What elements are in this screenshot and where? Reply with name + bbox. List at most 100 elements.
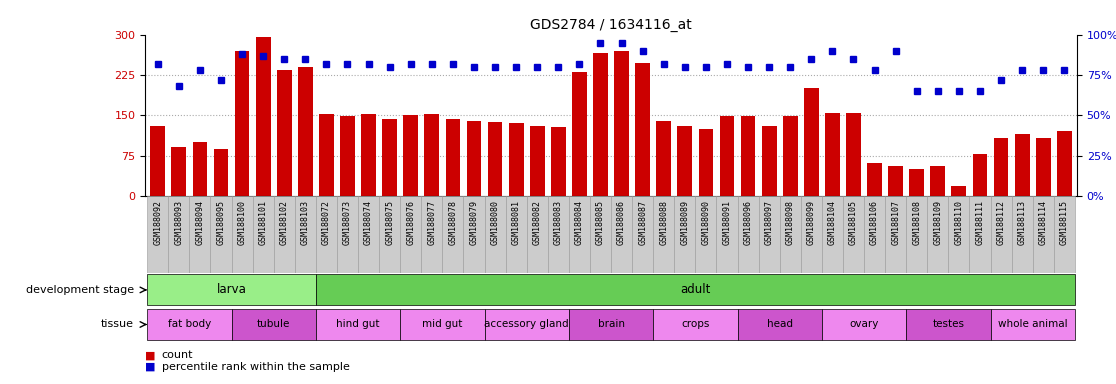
Text: tissue: tissue: [100, 319, 134, 329]
Bar: [234, 51, 250, 196]
Text: GSM188111: GSM188111: [975, 200, 984, 245]
Bar: [316, 196, 337, 273]
Text: GSM188113: GSM188113: [1018, 200, 1027, 245]
Text: tubule: tubule: [257, 319, 290, 329]
Bar: [991, 309, 1075, 340]
Bar: [319, 114, 334, 196]
Text: GSM188084: GSM188084: [575, 200, 584, 245]
Bar: [277, 70, 291, 196]
Bar: [509, 123, 523, 196]
Bar: [762, 126, 777, 196]
Text: mid gut: mid gut: [422, 319, 462, 329]
Bar: [738, 309, 821, 340]
Bar: [379, 196, 401, 273]
Text: GSM188078: GSM188078: [449, 200, 458, 245]
Text: GSM188080: GSM188080: [491, 200, 500, 245]
Bar: [991, 196, 1011, 273]
Text: head: head: [767, 319, 792, 329]
Text: whole animal: whole animal: [998, 319, 1068, 329]
Text: ■: ■: [145, 362, 155, 372]
Title: GDS2784 / 1634116_at: GDS2784 / 1634116_at: [530, 18, 692, 32]
Text: GSM188072: GSM188072: [321, 200, 330, 245]
Bar: [190, 196, 211, 273]
Text: GSM188073: GSM188073: [343, 200, 352, 245]
Bar: [316, 309, 401, 340]
Bar: [906, 309, 991, 340]
Text: adult: adult: [680, 283, 711, 296]
Text: brain: brain: [597, 319, 625, 329]
Bar: [888, 166, 903, 196]
Bar: [147, 274, 316, 306]
Bar: [695, 196, 716, 273]
Bar: [169, 196, 190, 273]
Bar: [1036, 138, 1050, 196]
Text: GSM188099: GSM188099: [807, 200, 816, 245]
Bar: [573, 72, 587, 196]
Bar: [383, 119, 397, 196]
Bar: [358, 196, 379, 273]
Bar: [463, 196, 484, 273]
Text: GSM188089: GSM188089: [681, 200, 690, 245]
Bar: [614, 51, 629, 196]
Bar: [716, 196, 738, 273]
Bar: [885, 196, 906, 273]
Bar: [569, 196, 590, 273]
Text: hind gut: hind gut: [336, 319, 379, 329]
Bar: [635, 63, 650, 196]
Text: development stage: development stage: [26, 285, 134, 295]
Text: percentile rank within the sample: percentile rank within the sample: [162, 362, 349, 372]
Bar: [147, 196, 169, 273]
Bar: [530, 126, 545, 196]
Text: GSM188096: GSM188096: [743, 200, 752, 245]
Text: GSM188081: GSM188081: [511, 200, 521, 245]
Bar: [1057, 131, 1071, 196]
Text: GSM188098: GSM188098: [786, 200, 795, 245]
Bar: [846, 113, 860, 196]
Text: crops: crops: [681, 319, 710, 329]
Bar: [193, 142, 208, 196]
Bar: [362, 114, 376, 196]
Bar: [590, 196, 612, 273]
Bar: [821, 196, 843, 273]
Text: GSM188082: GSM188082: [532, 200, 541, 245]
Bar: [527, 196, 548, 273]
Text: GSM188104: GSM188104: [828, 200, 837, 245]
Bar: [720, 116, 734, 196]
Text: GSM188085: GSM188085: [596, 200, 605, 245]
Text: GSM188109: GSM188109: [933, 200, 942, 245]
Bar: [653, 309, 738, 340]
Text: GSM188079: GSM188079: [470, 200, 479, 245]
Text: testes: testes: [932, 319, 964, 329]
Bar: [906, 196, 927, 273]
Bar: [295, 196, 316, 273]
Bar: [551, 127, 566, 196]
Bar: [1014, 134, 1029, 196]
Bar: [231, 309, 316, 340]
Bar: [445, 119, 460, 196]
Bar: [632, 196, 653, 273]
Bar: [252, 196, 273, 273]
Text: GSM188090: GSM188090: [701, 200, 711, 245]
Bar: [337, 196, 358, 273]
Text: fat body: fat body: [167, 319, 211, 329]
Bar: [442, 196, 463, 273]
Bar: [677, 126, 692, 196]
Bar: [569, 309, 653, 340]
Bar: [843, 196, 864, 273]
Bar: [256, 37, 270, 196]
Bar: [780, 196, 801, 273]
Bar: [548, 196, 569, 273]
Bar: [506, 196, 527, 273]
Text: GSM188093: GSM188093: [174, 200, 183, 245]
Bar: [741, 116, 756, 196]
Bar: [782, 116, 798, 196]
Bar: [484, 196, 506, 273]
Text: GSM188091: GSM188091: [722, 200, 731, 245]
Bar: [213, 149, 229, 196]
Bar: [972, 154, 988, 196]
Bar: [931, 166, 945, 196]
Text: GSM188097: GSM188097: [764, 200, 773, 245]
Text: GSM188083: GSM188083: [554, 200, 562, 245]
Bar: [147, 309, 231, 340]
Bar: [401, 196, 421, 273]
